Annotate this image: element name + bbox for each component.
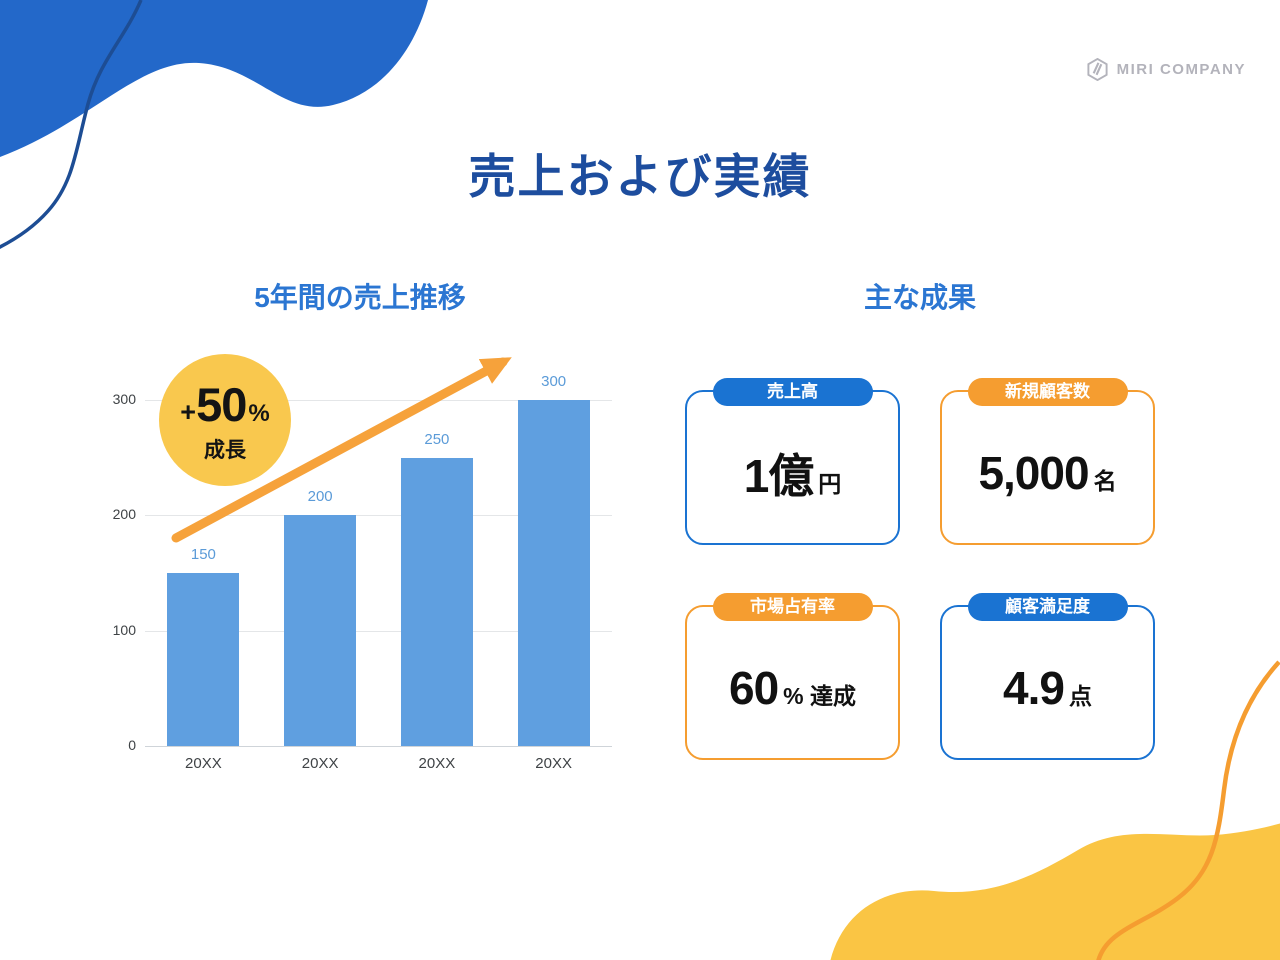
- bar-value-label: 200: [307, 488, 333, 506]
- y-tick-label: 100: [112, 621, 136, 638]
- stat-card-unit: 円: [818, 470, 842, 497]
- chart-bar: [517, 400, 590, 746]
- stat-card-value-row: 1億 円: [744, 430, 842, 506]
- stat-card-value: 4.9: [1003, 661, 1065, 714]
- stat-card-badge: 新規顧客数: [967, 378, 1128, 406]
- page-title: 売上および実績: [468, 150, 812, 203]
- gridline: [145, 630, 612, 632]
- x-tick-label: 20XX: [535, 755, 572, 772]
- chart-bar: [284, 515, 357, 746]
- chart-section-heading: 5年間の売上推移: [254, 282, 466, 313]
- bar-value-label: 300: [541, 373, 567, 390]
- logo-icon: [1087, 58, 1108, 81]
- stat-card-unit: 名: [1093, 467, 1117, 494]
- stat-cards-grid: 売上高 1億 円 新規顧客数 5,000 名 市場占有率 60 % 達成 顧客満…: [685, 378, 1155, 760]
- stat-card-value: 5,000: [978, 446, 1089, 499]
- logo-text: MIRI COMPANY: [1116, 61, 1246, 78]
- growth-value: +50%: [180, 377, 269, 432]
- x-tick-label: 20XX: [301, 755, 339, 772]
- chart-bar: [400, 457, 473, 746]
- growth-label: 成長: [204, 438, 246, 462]
- stat-card-new-customers: 新規顧客数 5,000 名: [940, 378, 1155, 545]
- y-tick-label: 300: [112, 391, 136, 407]
- stat-card-sales: 売上高 1億 円: [685, 378, 900, 545]
- gridline: [145, 746, 612, 747]
- stat-card-market-share: 市場占有率 60 % 達成: [685, 593, 900, 760]
- bar-value-label: 150: [190, 546, 216, 563]
- stat-card-badge: 売上高: [712, 378, 873, 406]
- y-tick-label: 0: [128, 737, 136, 753]
- growth-percent-sign: %: [248, 399, 270, 427]
- company-logo: MIRI COMPANY: [1086, 58, 1246, 81]
- bar-value-label: 250: [424, 430, 450, 448]
- growth-number: 50: [196, 377, 247, 431]
- stat-card-value: 1億: [743, 449, 815, 502]
- stat-card-badge: 市場占有率: [712, 593, 873, 621]
- growth-annotation: +50% 成長: [159, 354, 291, 486]
- x-tick-label: 20XX: [185, 755, 222, 772]
- stat-card-value-row: 60 % 達成: [729, 651, 856, 715]
- stat-card-satisfaction: 顧客満足度 4.9 点: [940, 593, 1155, 760]
- stat-card-unit: % 達成: [783, 682, 856, 709]
- growth-plus-sign: +: [180, 396, 197, 427]
- y-tick-label: 200: [112, 506, 136, 523]
- stat-card-value-row: 4.9 点: [1003, 651, 1092, 715]
- chart-bar: [167, 573, 240, 746]
- stat-card-value-row: 5,000 名: [978, 436, 1116, 500]
- results-section-heading: 主な成果: [863, 282, 976, 313]
- stat-card-unit: 点: [1068, 682, 1092, 709]
- x-tick-label: 20XX: [418, 755, 456, 772]
- stat-card-badge: 顧客満足度: [967, 593, 1128, 621]
- stat-card-value: 60: [728, 661, 779, 714]
